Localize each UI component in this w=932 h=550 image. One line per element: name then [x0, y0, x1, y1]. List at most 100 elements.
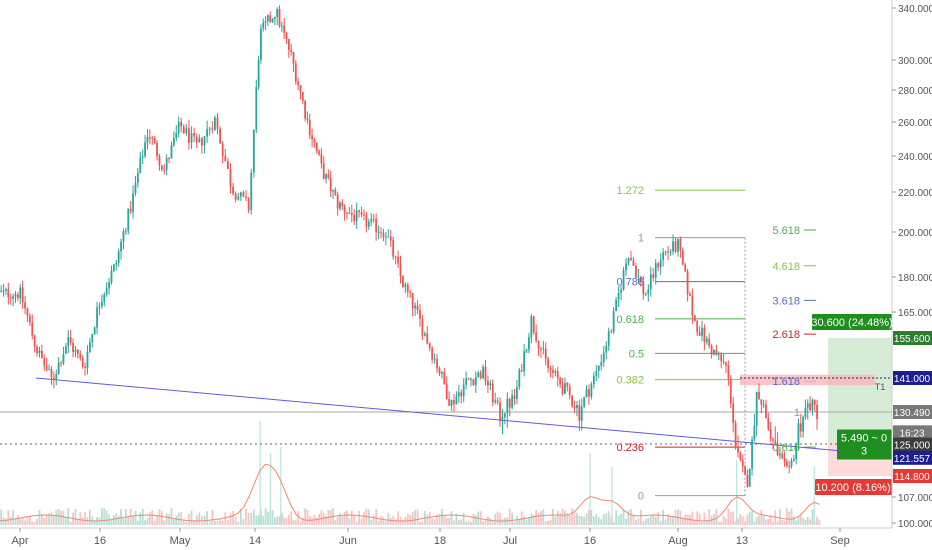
volume-bar — [433, 519, 436, 525]
candle-body — [578, 405, 581, 421]
x-axis: Apr 16 May 14 Jun 18 Jul 16 Aug 13 Sep — [11, 528, 850, 547]
volume-bar — [576, 512, 578, 525]
price-tag-label: 121.557 — [894, 454, 931, 465]
volume-bar — [470, 521, 472, 525]
candle-body — [285, 32, 288, 40]
volume-bar — [242, 518, 245, 525]
volume-bar — [499, 512, 501, 525]
y-tick-label: 180.000 — [898, 273, 932, 284]
volume-bar — [165, 513, 168, 525]
candle-body — [144, 142, 146, 157]
candle-body — [211, 128, 214, 130]
candle-body — [423, 333, 426, 336]
volume-bar — [734, 521, 737, 525]
volume-bar — [588, 510, 590, 525]
volume-bar — [460, 519, 463, 525]
volume-bar — [267, 512, 269, 525]
candle-body — [12, 296, 15, 299]
y-tick-label: 100.000 — [898, 519, 932, 530]
volume-bar — [175, 515, 178, 525]
volume-bar — [325, 516, 327, 525]
volume-bar — [306, 509, 309, 525]
volume-bar — [590, 510, 593, 525]
candle-body — [734, 423, 737, 447]
volume-bar — [479, 510, 482, 525]
candle-body — [635, 265, 637, 278]
volume-bar — [129, 508, 132, 525]
volume-bar — [732, 511, 735, 525]
candle-body — [237, 196, 240, 200]
candle-body — [163, 169, 166, 171]
volume-bar — [818, 519, 821, 525]
candle-body — [607, 331, 610, 346]
candle-body — [725, 362, 727, 366]
volume-bar — [7, 510, 10, 525]
volume-bar — [816, 516, 818, 525]
candle-body — [45, 365, 48, 370]
price-tag-label: 155.600 — [894, 334, 931, 345]
fib-retracement-label: 1 — [638, 233, 644, 245]
volume-bar — [0, 509, 3, 525]
candle-body — [758, 391, 760, 400]
volume-bar — [792, 515, 795, 525]
candle-body — [438, 368, 441, 374]
volume-bar — [336, 517, 339, 525]
candle-body — [523, 351, 526, 372]
x-tick-label: 16 — [94, 535, 106, 547]
candle-body — [306, 118, 309, 120]
volume-bar — [725, 518, 727, 525]
volume-bar — [772, 521, 774, 525]
candle-body — [708, 338, 711, 346]
volume-bar — [518, 519, 521, 525]
candle-body — [203, 136, 206, 146]
candle-body — [760, 399, 763, 405]
volume-bar — [315, 517, 318, 525]
candle-body — [681, 250, 684, 265]
candle-body — [2, 290, 5, 292]
volume-bar — [462, 512, 465, 525]
volume-bar — [76, 519, 79, 525]
candle-body — [583, 397, 586, 407]
candle-body — [72, 342, 74, 352]
volume-bar — [698, 513, 701, 525]
candle-body — [132, 193, 134, 212]
x-tick-label: May — [170, 535, 191, 547]
candle-body — [153, 137, 156, 143]
candle-body — [250, 172, 253, 211]
candle-body — [669, 251, 672, 253]
candle-body — [580, 406, 583, 421]
price-tag-label: 16:23 — [899, 428, 924, 439]
volume-bar — [334, 519, 337, 525]
stop-label: 10.200 (8.16%) — [815, 482, 890, 494]
candle-body — [419, 309, 421, 319]
volume-bar — [411, 511, 414, 525]
candle-body — [201, 138, 203, 146]
stop-label-box — [815, 479, 892, 495]
volume-bar — [561, 508, 564, 525]
candle-body — [421, 318, 424, 336]
volume-bar — [86, 517, 89, 525]
candle-body — [710, 345, 713, 355]
candle-body — [783, 457, 786, 462]
volume-bar — [353, 515, 356, 525]
volume-bar — [64, 517, 67, 525]
candle-body — [525, 349, 528, 352]
volume-bar — [438, 513, 441, 525]
candle-body — [542, 348, 545, 350]
volume-bar — [299, 521, 302, 525]
volume-bar — [33, 521, 36, 525]
volume-bar — [657, 511, 660, 525]
candle-body — [659, 259, 662, 268]
volume-bar — [355, 521, 358, 525]
volume-bar — [705, 521, 708, 525]
candle-body — [453, 400, 455, 405]
candle-body — [499, 402, 501, 422]
candle-body — [781, 453, 784, 458]
volume-bar — [48, 513, 50, 525]
target-label-box — [812, 314, 892, 330]
x-tick-label: Jun — [339, 535, 357, 547]
candle-body — [141, 156, 144, 158]
volume-bar — [765, 519, 767, 525]
candle-body — [290, 50, 293, 52]
